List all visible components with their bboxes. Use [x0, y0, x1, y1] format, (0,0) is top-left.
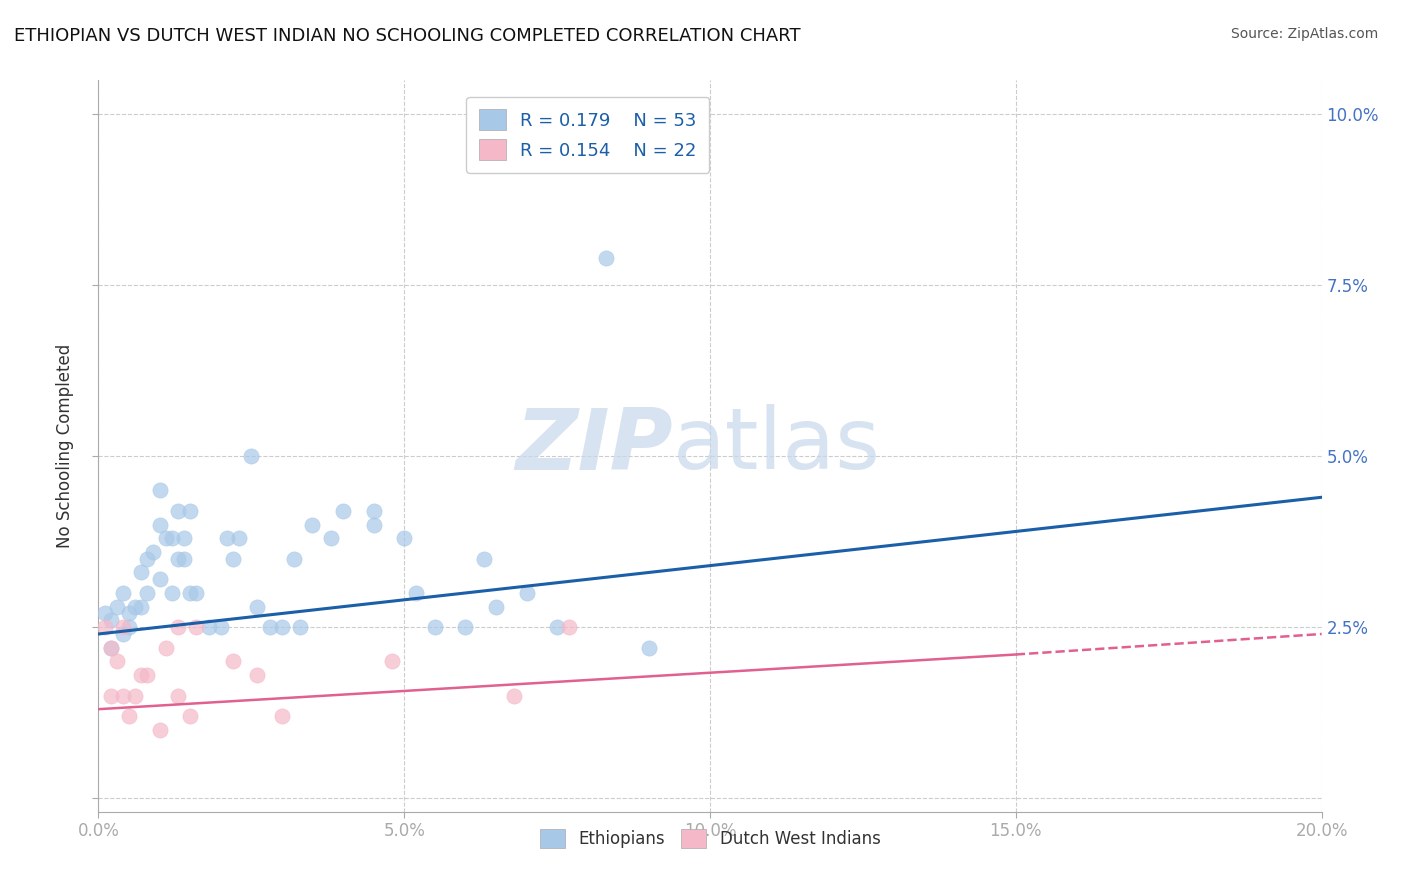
Point: [105, 599, 128, 614]
Text: Source: ZipAtlas.com: Source: ZipAtlas.com: [1230, 27, 1378, 41]
Point: [111, 689, 134, 703]
Y-axis label: No Schooling Completed: No Schooling Completed: [56, 344, 75, 548]
Point: [546, 620, 568, 634]
Point: [423, 620, 446, 634]
Point: [167, 689, 190, 703]
Point: [454, 620, 477, 634]
Point: [100, 640, 122, 655]
Point: [149, 483, 172, 498]
Point: [595, 251, 617, 265]
Point: [332, 504, 354, 518]
Point: [228, 531, 250, 545]
Point: [124, 689, 146, 703]
Point: [118, 620, 141, 634]
Point: [160, 586, 183, 600]
Point: [222, 654, 245, 668]
Point: [240, 449, 263, 463]
Point: [186, 620, 208, 634]
Point: [149, 517, 172, 532]
Point: [93, 607, 115, 621]
Text: ZIP: ZIP: [516, 404, 673, 488]
Text: ETHIOPIAN VS DUTCH WEST INDIAN NO SCHOOLING COMPLETED CORRELATION CHART: ETHIOPIAN VS DUTCH WEST INDIAN NO SCHOOL…: [14, 27, 800, 45]
Point: [186, 586, 208, 600]
Point: [179, 709, 201, 723]
Point: [381, 654, 404, 668]
Point: [246, 599, 269, 614]
Point: [259, 620, 281, 634]
Point: [503, 689, 526, 703]
Point: [173, 551, 195, 566]
Point: [167, 504, 190, 518]
Point: [167, 620, 190, 634]
Point: [136, 551, 159, 566]
Point: [167, 551, 190, 566]
Point: [155, 640, 177, 655]
Point: [363, 517, 385, 532]
Point: [100, 689, 122, 703]
Point: [160, 531, 183, 545]
Point: [173, 531, 195, 545]
Point: [363, 504, 385, 518]
Point: [149, 572, 172, 586]
Point: [215, 531, 238, 545]
Point: [111, 586, 134, 600]
Point: [222, 551, 245, 566]
Point: [105, 654, 128, 668]
Point: [290, 620, 312, 634]
Point: [516, 586, 538, 600]
Point: [155, 531, 177, 545]
Point: [100, 613, 122, 627]
Point: [129, 668, 152, 682]
Point: [136, 586, 159, 600]
Point: [129, 599, 152, 614]
Legend: Ethiopians, Dutch West Indians: Ethiopians, Dutch West Indians: [533, 822, 887, 855]
Point: [283, 551, 305, 566]
Text: atlas: atlas: [673, 404, 882, 488]
Point: [111, 627, 134, 641]
Point: [270, 620, 292, 634]
Point: [93, 620, 115, 634]
Point: [209, 620, 232, 634]
Point: [270, 709, 292, 723]
Point: [124, 599, 146, 614]
Point: [301, 517, 323, 532]
Point: [319, 531, 342, 545]
Point: [392, 531, 416, 545]
Point: [118, 607, 141, 621]
Point: [149, 723, 172, 737]
Point: [472, 551, 495, 566]
Point: [637, 640, 661, 655]
Point: [100, 640, 122, 655]
Point: [485, 599, 508, 614]
Point: [179, 586, 201, 600]
Point: [179, 504, 201, 518]
Point: [558, 620, 581, 634]
Point: [197, 620, 219, 634]
Point: [136, 668, 159, 682]
Point: [405, 586, 427, 600]
Point: [246, 668, 269, 682]
Point: [142, 545, 165, 559]
Point: [111, 620, 134, 634]
Point: [129, 566, 152, 580]
Point: [118, 709, 141, 723]
